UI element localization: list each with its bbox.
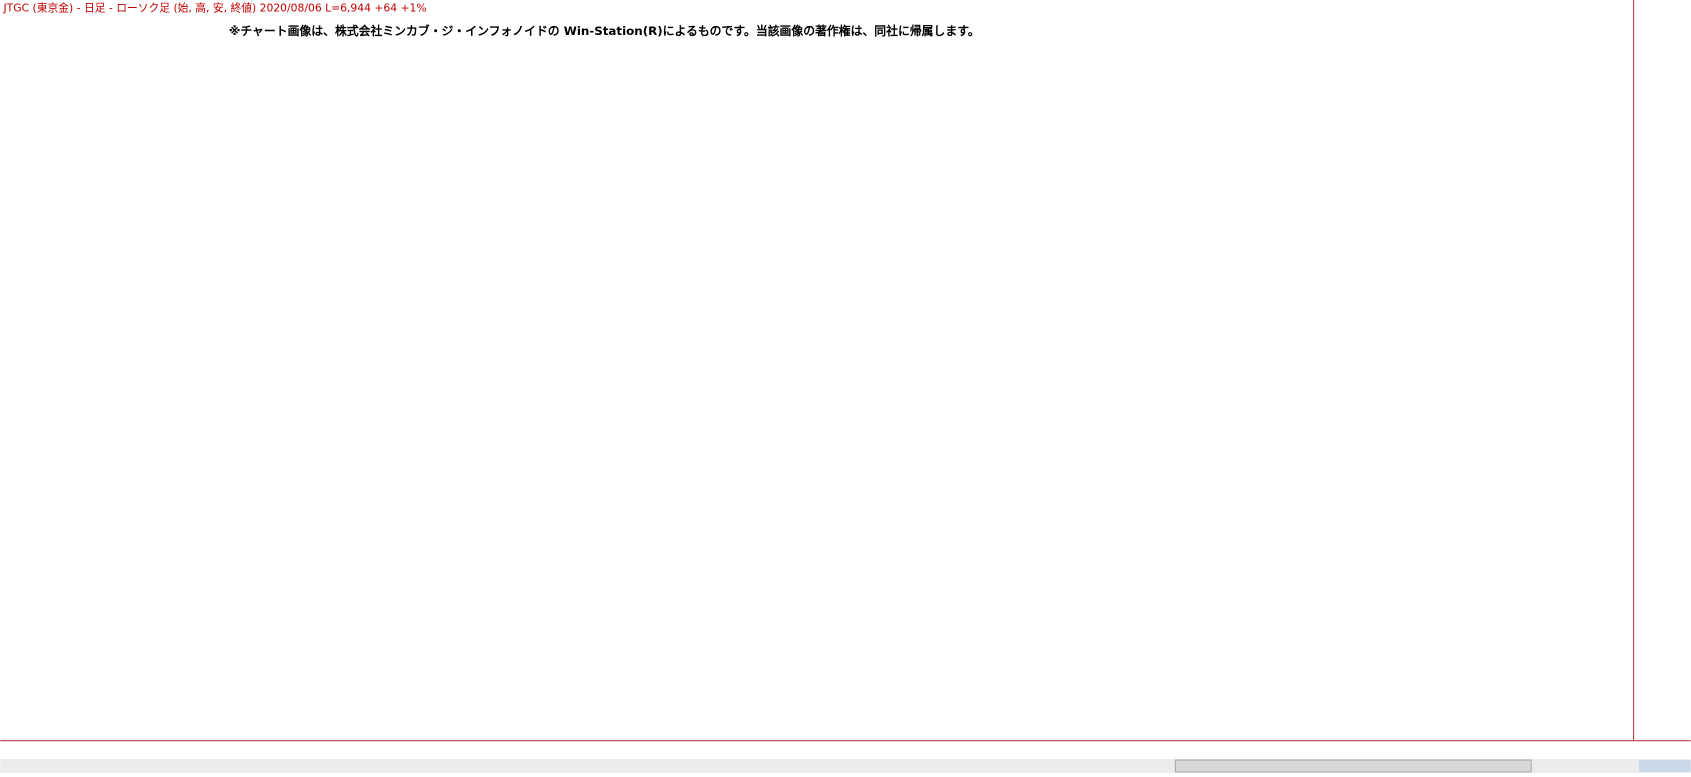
chart-title: JTGC (東京金) - 日足 - ローソク足 (始, 高, 安, 終値) 20… [3,2,427,15]
text-layer: JTGC (東京金) - 日足 - ローソク足 (始, 高, 安, 終値) 20… [3,2,980,38]
scrollbar-thumb[interactable] [1174,759,1532,773]
scroll-buttons[interactable] [1638,760,1691,772]
notice: ※チャート画像は、株式会社ミンカブ・ジ・インフォノイドの Win-Station… [229,24,980,38]
